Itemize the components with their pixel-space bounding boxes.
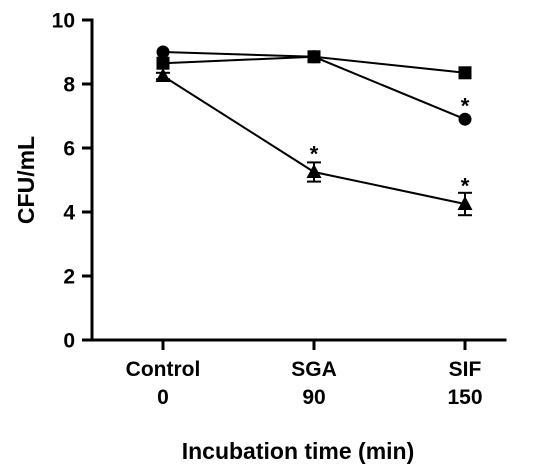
y-tick-label: 4 [63, 202, 75, 225]
significance-asterisk: * [461, 174, 470, 199]
data-point-circle [458, 112, 472, 126]
data-point-triangle [457, 196, 473, 210]
annotation-layer: * * * [310, 94, 470, 199]
y-tick-label: 8 [63, 74, 75, 97]
y-tick-label: 10 [52, 10, 75, 33]
series-layer [155, 45, 473, 217]
x-tick-sublabel: 90 [302, 386, 325, 409]
series-square [156, 50, 472, 80]
data-point-square [458, 66, 472, 80]
series-line [162, 75, 466, 205]
y-tick-label: 6 [63, 138, 75, 161]
data-point-triangle [306, 164, 322, 178]
x-tick-label: SIF [449, 358, 482, 381]
data-point-square [307, 50, 321, 64]
data-point-triangle [155, 68, 171, 82]
x-axis-title: Incubation time (min) [182, 438, 415, 464]
significance-asterisk: * [310, 142, 319, 167]
data-point-square [156, 56, 170, 70]
series-triangle [155, 68, 473, 217]
significance-asterisk: * [461, 94, 470, 119]
x-tick-sublabel: 0 [157, 386, 169, 409]
x-tick-label: Control [126, 358, 201, 381]
y-tick-label: 0 [63, 330, 75, 353]
x-tick-label: SGA [291, 358, 337, 381]
axes: 0 2 4 6 8 10 Control 0 SGA 90 SIF 150 [52, 10, 507, 409]
y-tick-label: 2 [63, 266, 75, 289]
y-axis-title: CFU/mL [13, 136, 39, 224]
x-tick-sublabel: 150 [447, 386, 482, 409]
data-point-circle [156, 45, 170, 59]
